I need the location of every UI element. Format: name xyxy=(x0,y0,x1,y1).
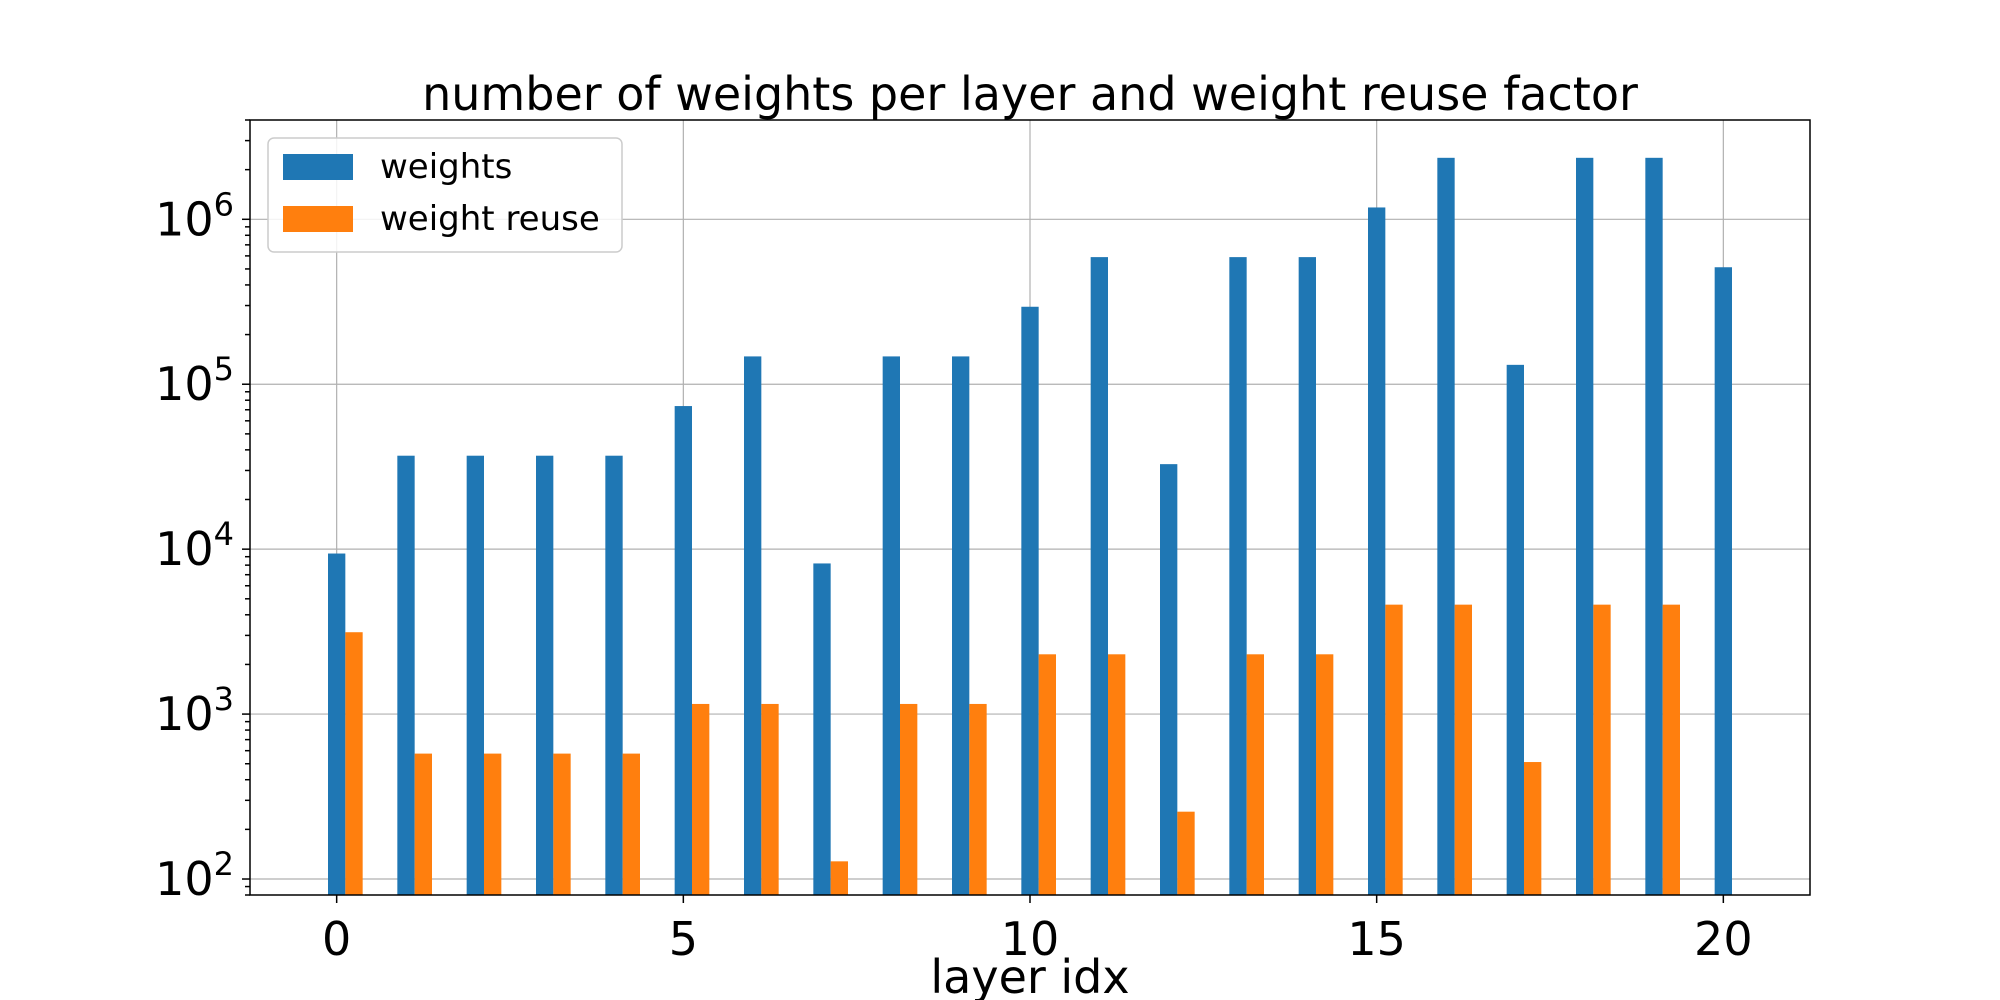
bar-weights xyxy=(1714,267,1732,895)
bar-weights xyxy=(1021,306,1039,895)
bar-weight-reuse xyxy=(553,753,571,895)
x-tick-label: 15 xyxy=(1347,912,1406,966)
bars xyxy=(328,157,1732,895)
bar-weights xyxy=(1368,207,1386,895)
legend-label-weights: weights xyxy=(380,147,512,187)
bar-weight-reuse xyxy=(484,753,502,895)
bar-weights xyxy=(744,356,762,895)
legend-swatch-weight-reuse xyxy=(283,206,353,232)
x-tick-label: 20 xyxy=(1694,912,1753,966)
bar-weights xyxy=(882,356,900,895)
bar-weights xyxy=(1576,157,1594,895)
bar-weights xyxy=(466,455,484,895)
y-tick-label: 102 xyxy=(155,845,234,906)
bar-weight-reuse xyxy=(1246,654,1264,895)
bar-weight-reuse xyxy=(1593,604,1611,895)
bar-weights xyxy=(952,356,970,895)
bar-weights xyxy=(1229,257,1247,895)
bar-weights xyxy=(1437,157,1455,895)
bar-weight-reuse xyxy=(1177,811,1195,895)
legend: weights weight reuse xyxy=(267,137,623,253)
axis-ticks: 0 5 10 15 20 102 103 104 105 106 xyxy=(155,119,1753,966)
x-tick-label: 10 xyxy=(1001,912,1060,966)
bar-weight-reuse xyxy=(1662,604,1680,895)
bar-weights xyxy=(674,406,692,895)
bar-weights xyxy=(1298,257,1316,895)
bar-weight-reuse xyxy=(622,753,640,895)
bar-weight-reuse xyxy=(1316,654,1334,895)
bar-weight-reuse xyxy=(1454,604,1472,895)
bar-weights xyxy=(328,553,346,895)
bar-weight-reuse xyxy=(1038,654,1056,895)
bar-weight-reuse xyxy=(900,703,918,895)
bar-weight-reuse xyxy=(692,703,710,895)
chart-title: number of weights per layer and weight r… xyxy=(422,67,1638,121)
x-axis-label: layer idx xyxy=(930,950,1129,1000)
bar-weight-reuse xyxy=(761,703,779,895)
bar-weights xyxy=(1160,464,1178,895)
y-tick-label: 103 xyxy=(155,680,234,741)
bar-weights xyxy=(1645,157,1663,895)
bar-weight-reuse xyxy=(969,703,987,895)
bar-weights xyxy=(1090,257,1108,895)
x-tick-label: 0 xyxy=(322,912,351,966)
bar-weights xyxy=(813,563,831,895)
bar-weights xyxy=(605,455,623,895)
legend-box xyxy=(267,137,623,253)
bar-weight-reuse xyxy=(830,861,848,895)
bar-weight-reuse xyxy=(1108,654,1126,895)
legend-label-weight-reuse: weight reuse xyxy=(380,199,600,239)
bar-weights xyxy=(1506,364,1524,895)
y-tick-label: 106 xyxy=(155,185,234,246)
bar-weights xyxy=(536,455,554,895)
bar-weight-reuse xyxy=(345,632,363,895)
bar-weight-reuse xyxy=(414,753,432,895)
bar-weights xyxy=(397,455,415,895)
bar-weight-reuse xyxy=(1524,762,1542,895)
y-tick-label: 105 xyxy=(155,350,234,411)
legend-swatch-weights xyxy=(283,154,353,180)
y-tick-label: 104 xyxy=(155,515,234,576)
x-tick-label: 5 xyxy=(669,912,698,966)
bar-weight-reuse xyxy=(1385,604,1403,895)
